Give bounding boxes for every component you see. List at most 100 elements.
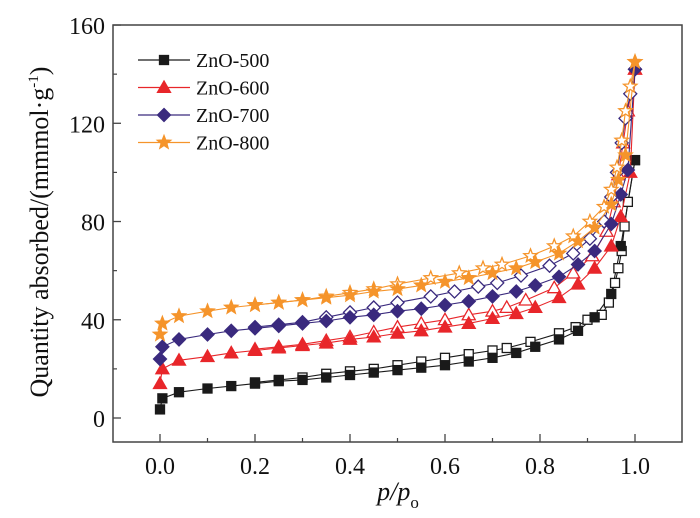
adsorption-point	[413, 323, 429, 337]
plot-series	[151, 53, 644, 415]
x-axis-title-main: p/p	[375, 477, 410, 506]
desorption-point	[522, 247, 539, 264]
desorption-point	[499, 299, 515, 314]
series-zno-800	[151, 53, 644, 342]
adsorption-point	[294, 337, 311, 352]
y-axis-title: Quantity absorbed/(mmmol·g-1)	[25, 67, 54, 398]
adsorption-point	[527, 299, 543, 314]
adsorption-point	[508, 284, 524, 299]
adsorption-point	[487, 352, 498, 363]
adsorption-point	[318, 335, 334, 349]
adsorption-point	[366, 307, 382, 323]
y-tick-label: 80	[81, 211, 105, 237]
legend-marker-square-icon	[158, 54, 170, 66]
adsorption-point	[390, 303, 405, 319]
adsorption-point	[613, 187, 629, 202]
adsorption-point	[572, 325, 584, 336]
adsorption-point	[586, 218, 603, 235]
desorption-point	[518, 292, 534, 306]
adsorption-point	[603, 216, 619, 232]
adsorption-point	[463, 356, 474, 367]
adsorption-line	[159, 61, 636, 335]
adsorption-point	[223, 345, 239, 359]
legend-marker-star-icon	[155, 133, 173, 150]
legend-marker-triangle-icon	[156, 79, 172, 94]
desorption-point	[542, 258, 557, 274]
adsorption-point	[199, 348, 216, 363]
adsorption-point	[461, 315, 477, 329]
adsorption-point	[366, 329, 382, 343]
adsorption-point	[629, 154, 641, 166]
adsorption-point	[551, 289, 567, 304]
adsorption-point	[157, 393, 168, 404]
adsorption-point	[271, 318, 287, 334]
desorption-point	[489, 275, 505, 291]
adsorption-point	[413, 301, 429, 317]
desorption-point	[598, 223, 615, 237]
y-tick-label: 120	[69, 112, 105, 138]
series-zno-500	[154, 154, 641, 415]
adsorption-point	[617, 146, 634, 163]
adsorption-point	[527, 277, 543, 293]
desorption-line	[254, 69, 636, 328]
adsorption-point	[436, 272, 454, 289]
legend-label: ZnO-800	[196, 133, 269, 155]
desorption-point	[423, 289, 439, 304]
adsorption-point	[171, 352, 187, 366]
adsorption-point	[551, 269, 567, 285]
y-tick-label: 160	[69, 14, 105, 40]
adsorption-point	[530, 341, 541, 352]
desorption-point	[422, 269, 440, 286]
y-tick-label: 40	[81, 309, 105, 335]
x-tick-label: 0.2	[240, 454, 270, 480]
adsorption-point	[511, 347, 522, 359]
adsorption-point	[318, 313, 334, 329]
desorption-point	[603, 297, 615, 308]
adsorption-point	[152, 351, 168, 367]
desorption-point	[545, 237, 563, 254]
adsorption-point	[610, 170, 627, 187]
adsorption-point	[392, 364, 403, 376]
adsorption-point	[587, 260, 603, 274]
axes: 0.0 0.2 0.4 0.6 0.8 1.0 0 40 80 120 160	[69, 14, 650, 480]
desorption-point	[613, 131, 631, 148]
adsorption-point	[587, 243, 603, 259]
x-tick-label: 0.4	[335, 454, 365, 480]
desorption-point	[608, 158, 626, 175]
adsorption-point	[247, 342, 263, 356]
adsorption-point	[200, 327, 215, 342]
adsorption-point	[270, 293, 288, 310]
adsorption-point	[368, 367, 379, 378]
desorption-point	[622, 196, 634, 208]
adsorption-point	[246, 296, 264, 313]
adsorption-point	[202, 383, 213, 394]
desorption-point	[581, 212, 599, 229]
adsorption-point	[461, 293, 477, 309]
desorption-point	[447, 284, 462, 299]
adsorption-point	[412, 276, 430, 293]
legend-item: ZnO-500	[138, 50, 269, 72]
x-tick-label: 0.6	[430, 454, 460, 480]
adsorption-point	[508, 305, 524, 320]
adsorption-point	[613, 208, 629, 223]
adsorption-point	[569, 232, 587, 249]
adsorption-point	[249, 378, 261, 389]
desorption-point	[613, 263, 624, 274]
adsorption-point	[615, 240, 626, 252]
desorption-point	[617, 102, 634, 119]
adsorption-point	[437, 319, 453, 333]
adsorption-point	[589, 312, 600, 323]
desorption-point	[470, 279, 486, 295]
legend-label: ZnO-600	[196, 78, 269, 100]
adsorption-point	[294, 291, 311, 308]
legend-label: ZnO-500	[196, 50, 269, 72]
adsorption-point	[295, 316, 310, 331]
y-axis-title-sup: -1	[26, 75, 42, 88]
adsorption-point	[152, 375, 168, 390]
adsorption-point	[271, 340, 287, 354]
adsorption-point	[154, 339, 170, 355]
adsorption-point	[389, 325, 406, 339]
y-tick-label: 0	[93, 407, 105, 433]
adsorption-point	[342, 309, 358, 325]
adsorption-point	[223, 323, 239, 339]
